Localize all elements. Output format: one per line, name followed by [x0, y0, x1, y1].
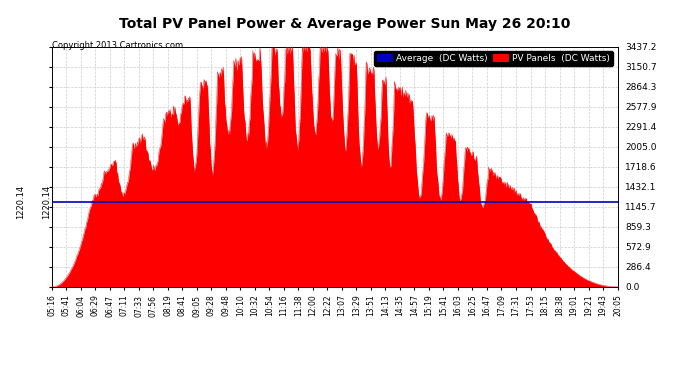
Text: Copyright 2013 Cartronics.com: Copyright 2013 Cartronics.com [52, 41, 183, 50]
Text: 1220.14: 1220.14 [41, 184, 50, 219]
Text: 1220.14: 1220.14 [16, 184, 25, 219]
Text: Total PV Panel Power & Average Power Sun May 26 20:10: Total PV Panel Power & Average Power Sun… [119, 17, 571, 31]
Legend: Average  (DC Watts), PV Panels  (DC Watts): Average (DC Watts), PV Panels (DC Watts) [374, 51, 613, 66]
